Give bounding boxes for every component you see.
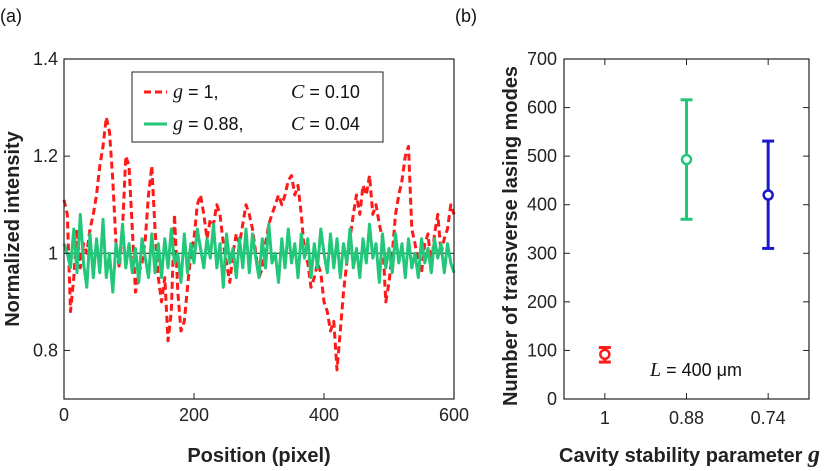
- legend-entry-green-g: g = 0.88,: [173, 113, 244, 135]
- legend: g = 1, C = 0.10 g = 0.88, C = 0.04: [131, 71, 384, 143]
- y-tick-label-b: 600: [527, 98, 557, 118]
- legend-entry-red-g: g = 1,: [173, 81, 219, 103]
- plot-a-frame: [63, 58, 455, 400]
- x-tick-label-b: 1: [600, 408, 610, 428]
- panel-a-label: (a): [0, 6, 22, 26]
- x-tick-label-b: 0.88: [669, 408, 704, 428]
- modes-plot: 0 100 200 300 400 500 600 700 1 0.88 0.74 L = 400 …: [500, 49, 820, 468]
- x-tick-label-a: 400: [309, 405, 339, 425]
- legend-entry-red-c: C = 0.10: [291, 81, 360, 103]
- y-tick-label-b: 500: [527, 146, 557, 166]
- intensity-series-group: [62, 115, 456, 372]
- x-axis-label-a: Position (pixel): [187, 445, 330, 467]
- cavity-length-annotation: L = 400 μm: [649, 359, 742, 381]
- y-tick-label-b: 0: [547, 389, 557, 409]
- y-tick-label-b: 200: [527, 292, 557, 312]
- y-tick-label-b: 700: [527, 49, 557, 69]
- plot-a-ticks: 0 200 400 600 0.8 1 1.2 1.4: [33, 49, 469, 425]
- data-point: [762, 189, 774, 201]
- intensity-plot: 0 200 400 600 0.8 1 1.2 1.4 Position (pixel) No…: [2, 49, 469, 467]
- plot-b-ticks: 0 100 200 300 400 500 600 700 1 0.88 0.74: [527, 49, 809, 428]
- x-tick-label-a: 0: [59, 405, 69, 425]
- panel-b-label: (b): [455, 6, 477, 26]
- data-point: [680, 153, 693, 166]
- x-tick-label-a: 600: [439, 405, 469, 425]
- modes-points-group: [598, 98, 775, 364]
- legend-box: [131, 71, 384, 143]
- y-tick-label-a: 1.4: [33, 49, 58, 69]
- y-axis-label-b: Number of transverse lasing modes: [500, 66, 522, 406]
- y-tick-label-b: 100: [527, 340, 557, 360]
- x-tick-label-b: 0.74: [751, 408, 786, 428]
- y-tick-label-a: 0.8: [33, 340, 58, 360]
- data-point: [599, 348, 611, 361]
- legend-entry-green-c: C = 0.04: [291, 113, 360, 135]
- x-tick-label-a: 200: [179, 405, 209, 425]
- y-tick-label-b: 300: [527, 243, 557, 263]
- y-tick-label-b: 400: [527, 195, 557, 215]
- series-line-green: [62, 212, 456, 294]
- y-tick-label-a: 1.2: [33, 146, 58, 166]
- y-axis-label-a: Normalized intensity: [2, 130, 24, 326]
- x-axis-label-b: Cavity stability parameter g: [559, 442, 820, 468]
- y-tick-label-a: 1: [48, 243, 58, 263]
